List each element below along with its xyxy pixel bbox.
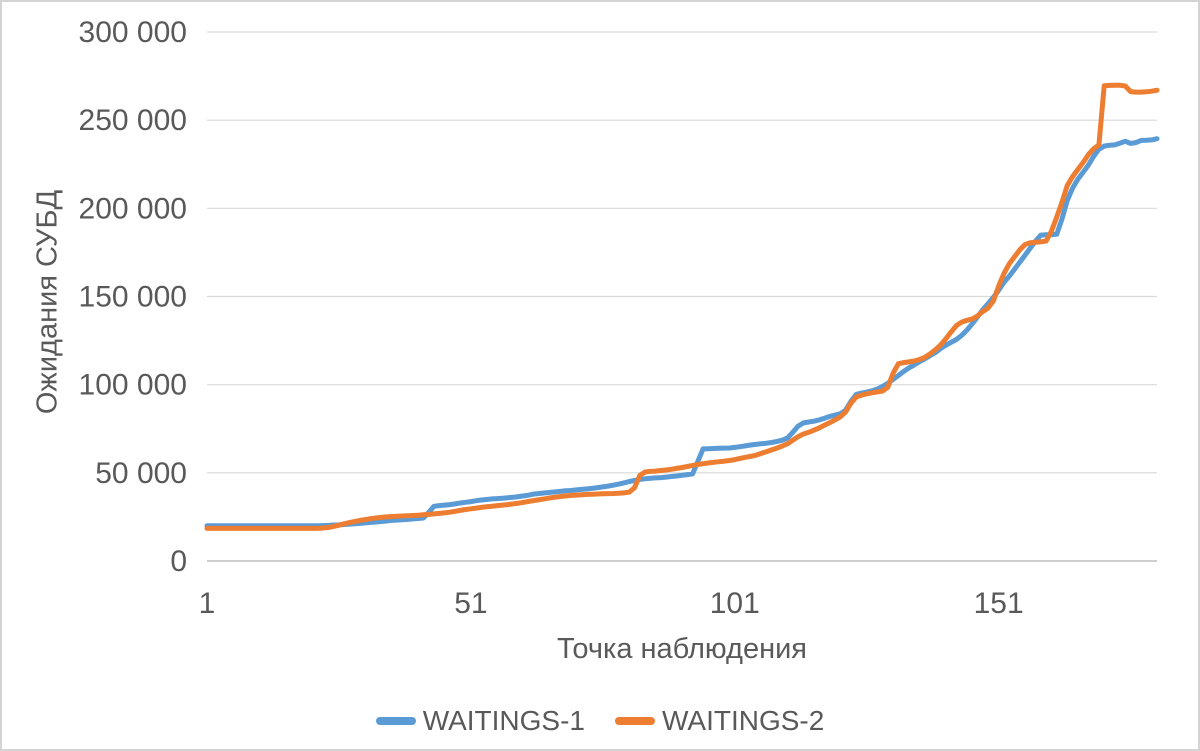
- series-line-waitings-2: [204, 82, 1160, 531]
- x-axis-title: Точка наблюдения: [556, 633, 807, 665]
- y-axis-title: Ожидания СУБД: [31, 189, 64, 415]
- y-tick-label-150000: 150 000: [79, 281, 187, 314]
- y-tick-label-250000: 250 000: [79, 104, 187, 137]
- legend-label-waitings-2: WAITINGS-2: [662, 705, 825, 736]
- y-tick-label-300000: 300 000: [79, 16, 187, 49]
- x-tick-label-51: 51: [454, 587, 487, 620]
- y-tick-label-200000: 200 000: [79, 192, 187, 225]
- legend-swatch-waitings-2: [615, 717, 655, 725]
- x-tick-label-1: 1: [199, 587, 216, 620]
- x-tick-label-101: 101: [710, 587, 760, 620]
- x-tick-label-151: 151: [974, 587, 1024, 620]
- legend-swatch-waitings-1: [375, 717, 416, 725]
- y-tick-label-100000: 100 000: [79, 369, 187, 402]
- legend: WAITINGS-1 WAITINGS-2: [2, 701, 1198, 741]
- legend-label-waitings-1: WAITINGS-1: [422, 705, 585, 736]
- legend-item-waitings-2: WAITINGS-2: [615, 705, 824, 737]
- y-tick-label-50000: 50 000: [95, 457, 187, 490]
- y-tick-label-0: 0: [170, 545, 187, 578]
- legend-item-waitings-1: WAITINGS-1: [375, 705, 585, 737]
